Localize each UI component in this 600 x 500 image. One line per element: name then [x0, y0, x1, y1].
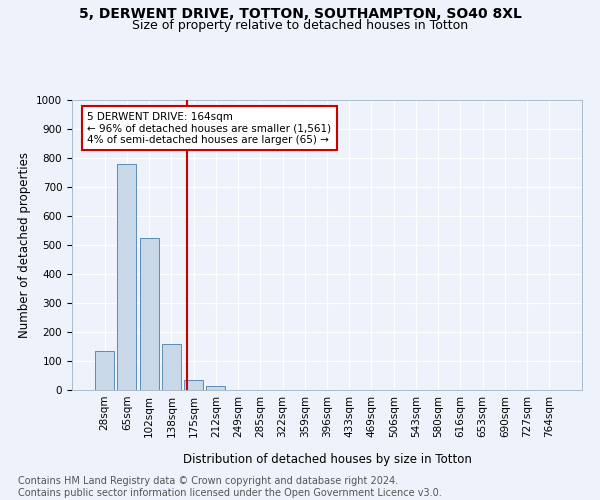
Text: Distribution of detached houses by size in Totton: Distribution of detached houses by size …: [182, 452, 472, 466]
Text: Contains HM Land Registry data © Crown copyright and database right 2024.
Contai: Contains HM Land Registry data © Crown c…: [18, 476, 442, 498]
Bar: [118, 164, 136, 390]
Bar: [184, 380, 203, 390]
Text: 5 DERWENT DRIVE: 164sqm
← 96% of detached houses are smaller (1,561)
4% of semi-: 5 DERWENT DRIVE: 164sqm ← 96% of detache…: [88, 112, 331, 145]
Bar: [95, 352, 114, 390]
Bar: [140, 238, 158, 390]
Bar: [206, 386, 225, 390]
Y-axis label: Number of detached properties: Number of detached properties: [17, 152, 31, 338]
Bar: [162, 344, 181, 390]
Text: 5, DERWENT DRIVE, TOTTON, SOUTHAMPTON, SO40 8XL: 5, DERWENT DRIVE, TOTTON, SOUTHAMPTON, S…: [79, 8, 521, 22]
Text: Size of property relative to detached houses in Totton: Size of property relative to detached ho…: [132, 19, 468, 32]
